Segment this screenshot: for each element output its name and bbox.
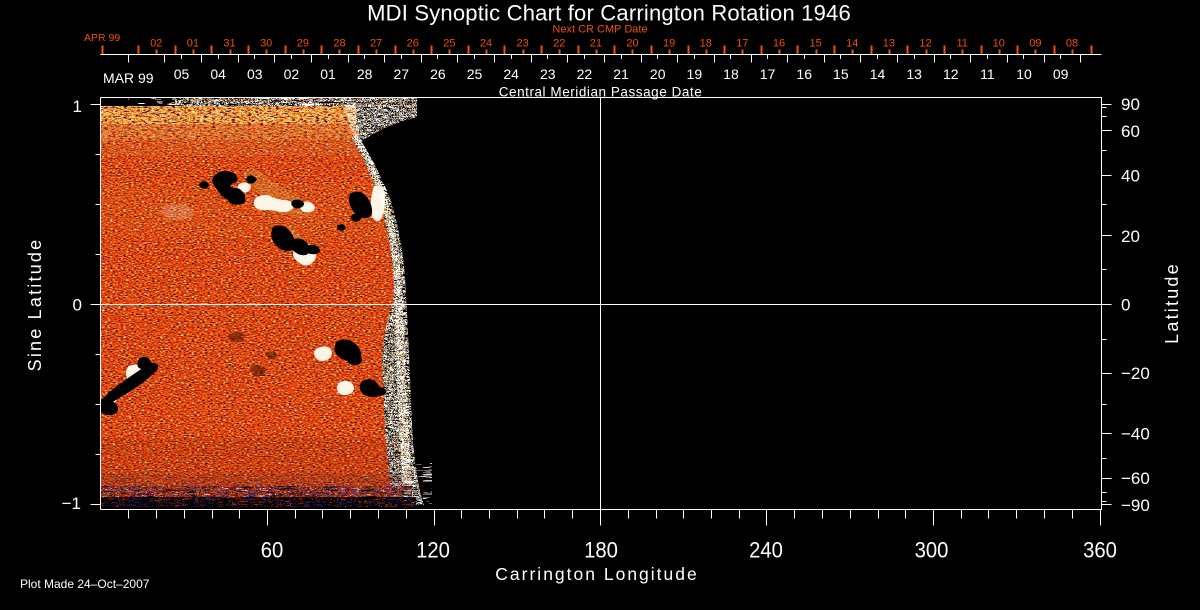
svg-text:28: 28 (333, 38, 345, 50)
svg-text:120: 120 (416, 538, 450, 563)
svg-text:−20: −20 (1121, 364, 1150, 383)
svg-text:18: 18 (700, 38, 712, 50)
svg-text:1: 1 (73, 97, 82, 116)
svg-text:11: 11 (956, 38, 967, 50)
svg-text:18: 18 (723, 66, 739, 82)
svg-text:240: 240 (749, 538, 783, 563)
svg-text:12: 12 (943, 66, 959, 82)
svg-text:13: 13 (906, 66, 922, 82)
svg-text:27: 27 (370, 38, 382, 50)
svg-text:60: 60 (1121, 122, 1140, 141)
svg-text:Central Meridian Passage Date: Central Meridian Passage Date (499, 85, 703, 100)
svg-text:08: 08 (1066, 38, 1078, 50)
svg-text:05: 05 (174, 66, 190, 82)
svg-text:22: 22 (553, 38, 565, 50)
svg-text:27: 27 (393, 66, 409, 82)
svg-text:Next CR CMP Date: Next CR CMP Date (552, 24, 647, 36)
svg-text:0: 0 (1121, 296, 1130, 315)
svg-text:19: 19 (687, 66, 703, 82)
svg-text:Plot Made 24–Oct–2007: Plot Made 24–Oct–2007 (20, 577, 150, 591)
svg-text:20: 20 (626, 38, 638, 50)
svg-text:31: 31 (223, 38, 235, 50)
svg-text:16: 16 (796, 66, 812, 82)
svg-text:−40: −40 (1121, 424, 1150, 443)
svg-text:0: 0 (73, 296, 82, 315)
svg-text:40: 40 (1121, 167, 1140, 186)
svg-text:19: 19 (663, 38, 675, 50)
svg-text:26: 26 (407, 38, 419, 50)
svg-text:01: 01 (320, 66, 336, 82)
svg-text:360: 360 (1083, 538, 1117, 563)
svg-text:−60: −60 (1121, 469, 1150, 488)
svg-text:25: 25 (467, 66, 483, 82)
svg-text:APR 99: APR 99 (84, 32, 120, 44)
svg-text:24: 24 (480, 38, 492, 50)
svg-text:04: 04 (210, 66, 226, 82)
svg-text:90: 90 (1121, 95, 1140, 114)
svg-text:10: 10 (1016, 66, 1032, 82)
svg-text:14: 14 (846, 38, 858, 50)
svg-text:01: 01 (187, 38, 199, 50)
svg-text:15: 15 (833, 66, 849, 82)
svg-text:28: 28 (357, 66, 373, 82)
svg-text:−90: −90 (1121, 496, 1150, 515)
svg-text:180: 180 (584, 538, 618, 563)
svg-text:29: 29 (297, 38, 309, 50)
svg-text:02: 02 (284, 66, 300, 82)
svg-text:14: 14 (870, 66, 886, 82)
svg-text:20: 20 (1121, 227, 1140, 246)
svg-text:09: 09 (1053, 66, 1069, 82)
svg-text:10: 10 (993, 38, 1005, 50)
svg-text:16: 16 (773, 38, 785, 50)
svg-text:20: 20 (650, 66, 666, 82)
svg-text:30: 30 (260, 38, 272, 50)
svg-text:11: 11 (980, 66, 995, 82)
svg-text:300: 300 (915, 538, 949, 563)
svg-text:24: 24 (503, 66, 519, 82)
svg-text:−1: −1 (62, 494, 81, 513)
svg-text:03: 03 (247, 66, 263, 82)
svg-text:23: 23 (516, 38, 528, 50)
svg-text:60: 60 (261, 538, 284, 563)
svg-text:12: 12 (919, 38, 931, 50)
svg-text:Carrington Longitude: Carrington Longitude (495, 564, 698, 584)
svg-text:17: 17 (760, 66, 776, 82)
svg-text:Latitude: Latitude (1162, 262, 1182, 344)
svg-text:25: 25 (443, 38, 455, 50)
svg-text:21: 21 (613, 66, 629, 82)
svg-text:26: 26 (430, 66, 446, 82)
svg-text:23: 23 (540, 66, 556, 82)
svg-text:22: 22 (577, 66, 593, 82)
svg-text:MDI Synoptic Chart for Carring: MDI Synoptic Chart for Carrington Rotati… (367, 1, 851, 26)
svg-text:17: 17 (736, 38, 748, 50)
svg-text:13: 13 (883, 38, 895, 50)
svg-text:Sine Latitude: Sine Latitude (25, 238, 45, 372)
svg-text:MAR 99: MAR 99 (103, 70, 154, 86)
svg-text:02: 02 (150, 38, 162, 50)
svg-text:15: 15 (810, 38, 822, 50)
svg-text:09: 09 (1029, 38, 1041, 50)
svg-text:21: 21 (590, 38, 602, 50)
